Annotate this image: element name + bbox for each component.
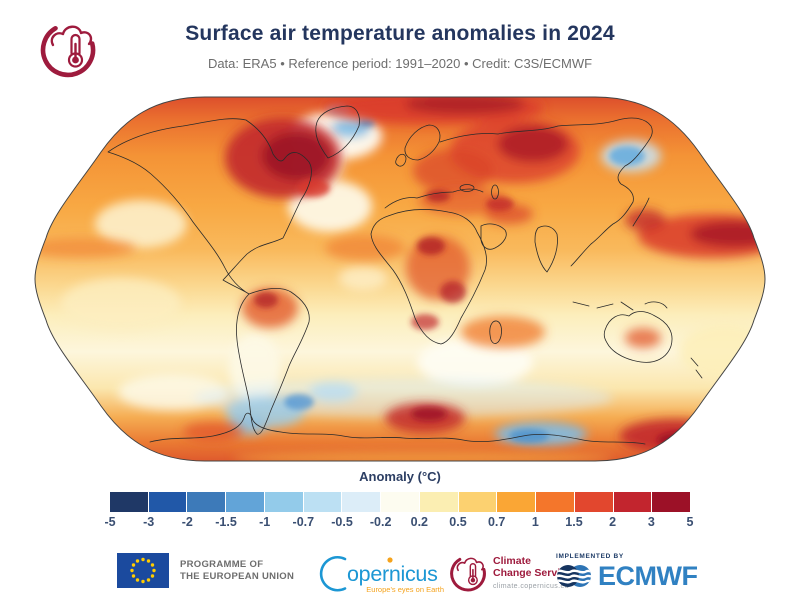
- page-subtitle: Data: ERA5 • Reference period: 1991–2020…: [207, 56, 593, 71]
- colorbar-segment: [226, 492, 264, 512]
- colorbar-tick-label: -0.7: [292, 515, 315, 529]
- colorbar-segment: [574, 492, 613, 512]
- colorbar-tick-label: -2: [181, 515, 193, 529]
- colorbar-segment: [110, 492, 148, 512]
- colorbar-segment: [458, 492, 497, 512]
- colorbar-segment: [148, 492, 187, 512]
- eu-flag-stars: [130, 557, 156, 584]
- colorbar-tick-label: 2: [609, 515, 617, 529]
- colorbar-tick-label: 1: [531, 515, 539, 529]
- colorbar-tick-label: 0.5: [449, 515, 467, 529]
- colorbar-segment: [613, 492, 652, 512]
- ecmwf-logo-block: IMPLEMENTED BY ECMWF: [556, 553, 698, 591]
- eu-programme-line1: PROGRAMME OF: [180, 559, 264, 570]
- colorbar-tick-label: -1: [259, 515, 271, 529]
- c3s-cloud-thermometer-icon-small: [450, 557, 486, 592]
- c3s-text: Climate Change Service climate.copernicu…: [493, 555, 572, 590]
- colorbar-tick-label: 1.5: [565, 515, 583, 529]
- eu-programme-line2: THE EUROPEAN UNION: [180, 570, 295, 582]
- colorbar-segment: [381, 492, 419, 512]
- world-map-graphic: [34, 96, 766, 462]
- c3s-name-line1: Climate: [493, 555, 531, 567]
- c3s-logo-block: Climate Change Service climate.copernicu…: [447, 550, 572, 592]
- ecmwf-waves-icon: [557, 565, 591, 587]
- copernicus-logo: opernicus Europe's eyes on Earth: [319, 555, 444, 594]
- colorbar-segment: [497, 492, 536, 512]
- colorbar-segment: [536, 492, 574, 512]
- copernicus-satellite-dot: [387, 557, 393, 563]
- colorbar-tick-label: 5: [686, 515, 694, 529]
- ecmwf-wordmark: ECMWF: [598, 561, 698, 591]
- colorbar-tick-label: -0.5: [331, 515, 353, 529]
- anomaly-color-field: [35, 97, 765, 461]
- coastlines: [107, 105, 703, 445]
- c3s-url: climate.copernicus.eu: [493, 583, 570, 590]
- c3s-cloud-thermometer-icon: [40, 25, 96, 78]
- colorbar-segment: [264, 492, 303, 512]
- c3s-name-line2: Change Service: [493, 566, 572, 579]
- colorbar-tick-label: 0.7: [487, 515, 506, 529]
- ecmwf-kicker: IMPLEMENTED BY: [556, 553, 624, 560]
- colorbar-tick-label: -5: [104, 515, 116, 529]
- legend-title: Anomaly (°C): [359, 469, 441, 484]
- eu-flag: [117, 553, 169, 588]
- eu-programme-label: PROGRAMME OF THE EUROPEAN UNION: [180, 559, 294, 582]
- colorbar-tick-labels: -5 -3 -2 -1.5 -1 -0.7 -0.5 -0.2 0.2 0.5 0.7 1 1.5 2 3 5: [104, 515, 693, 531]
- colorbar-segment: [303, 492, 342, 512]
- colorbar-segment: [342, 492, 381, 512]
- colorbar-segment: [419, 492, 458, 512]
- colorbar-segment: [187, 492, 226, 512]
- colorbar-tick-label: 0.2: [410, 515, 429, 529]
- colorbar-tick-label: -0.2: [369, 515, 392, 529]
- copernicus-tagline: Europe's eyes on Earth: [366, 585, 444, 594]
- colorbar: [110, 492, 691, 512]
- copernicus-wordmark: opernicus: [347, 562, 438, 586]
- page-title: Surface air temperature anomalies in 202…: [185, 22, 615, 45]
- colorbar-tick-label: -3: [143, 515, 155, 529]
- colorbar-segment: [652, 492, 691, 512]
- world-anomaly-map: [33, 96, 767, 462]
- colorbar-tick-label: -1.5: [215, 515, 237, 529]
- map-outline: [34, 96, 766, 462]
- colorbar-tick-label: 3: [647, 515, 655, 529]
